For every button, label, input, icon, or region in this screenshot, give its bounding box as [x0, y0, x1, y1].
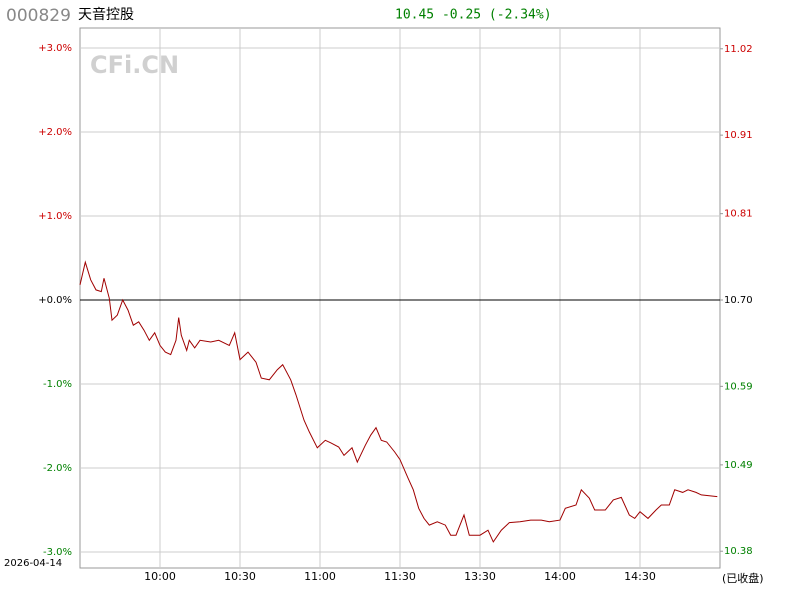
y2-tick-label: 10.70	[724, 295, 753, 306]
y-tick-label: +0.0%	[38, 295, 72, 306]
y-tick-label: +2.0%	[38, 127, 72, 138]
y2-tick-label: 10.49	[724, 460, 753, 471]
quote: 10.45 -0.25 (-2.34%)	[395, 8, 552, 23]
x-tick-label: 13:30	[464, 570, 496, 583]
x-tick-label: 10:30	[224, 570, 256, 583]
y2-tick-label: 10.38	[724, 546, 753, 557]
price-line	[79, 260, 718, 543]
y-tick-label: -2.0%	[43, 463, 72, 474]
y-tick-label: -3.0%	[43, 547, 72, 558]
x-tick-label: 14:30	[624, 570, 656, 583]
x-tick-label: 10:00	[144, 570, 176, 583]
x-tick-label: 11:00	[304, 570, 336, 583]
stock-name: 天音控股	[78, 6, 134, 23]
y2-tick-label: 10.59	[724, 381, 753, 392]
watermark: CFi.CN	[90, 51, 179, 79]
y2-tick-label: 10.91	[724, 130, 753, 141]
y-tick-label: -1.0%	[43, 379, 72, 390]
status: (已收盘)	[722, 571, 764, 585]
y-tick-label: +1.0%	[38, 211, 72, 222]
x-tick-label: 14:00	[544, 570, 576, 583]
stock-code: 000829	[6, 6, 71, 26]
y2-tick-label: 10.81	[724, 209, 753, 220]
date: 2026-04-14	[4, 558, 62, 569]
y-tick-label: +3.0%	[38, 43, 72, 54]
y2-tick-label: 11.02	[724, 44, 753, 55]
x-tick-label: 11:30	[384, 570, 416, 583]
